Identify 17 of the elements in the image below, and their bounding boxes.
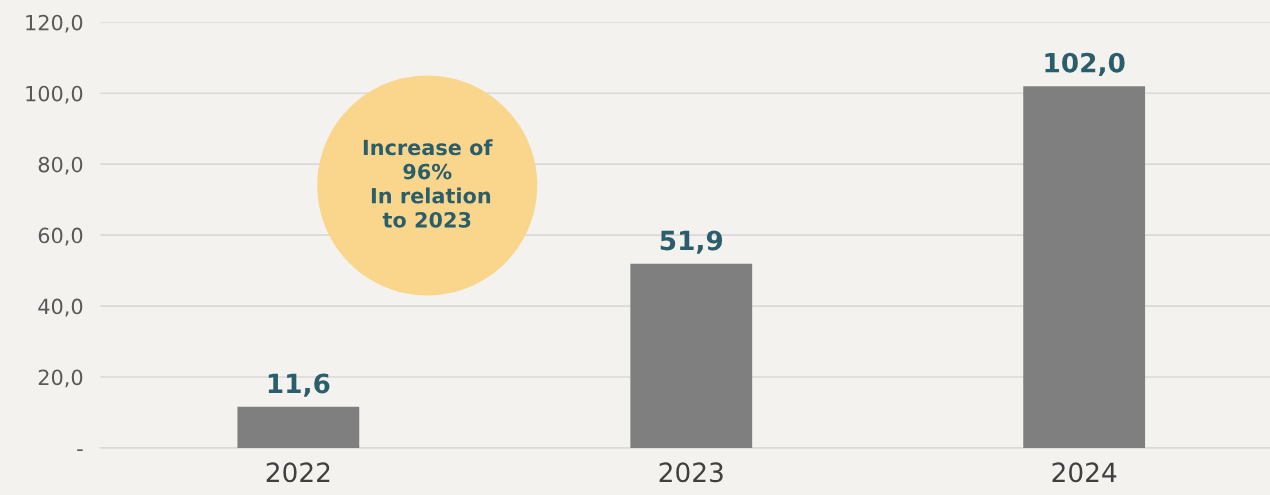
bar [1023, 86, 1146, 448]
y-tick-label: 80,0 [38, 156, 83, 175]
y-tick-label: 100,0 [26, 85, 83, 104]
x-tick-label: 2023 [659, 462, 723, 483]
bar [630, 263, 753, 448]
y-tick-label: 40,0 [38, 298, 83, 317]
bar [237, 406, 360, 448]
y-tick-label: - [77, 449, 83, 452]
annotation: Increase of 96% In relation to 2023 [363, 139, 493, 228]
y-tick-label: 60,0 [38, 227, 83, 246]
y-tick-label: 20,0 [38, 369, 83, 388]
data-label: 11,6 [268, 373, 330, 397]
x-tick-label: 2022 [266, 462, 330, 483]
y-tick-label: 120,0 [26, 14, 83, 33]
x-tick-label: 2024 [1052, 462, 1117, 483]
data-label: 102,0 [1045, 52, 1125, 77]
data-label: 51,9 [660, 230, 723, 254]
